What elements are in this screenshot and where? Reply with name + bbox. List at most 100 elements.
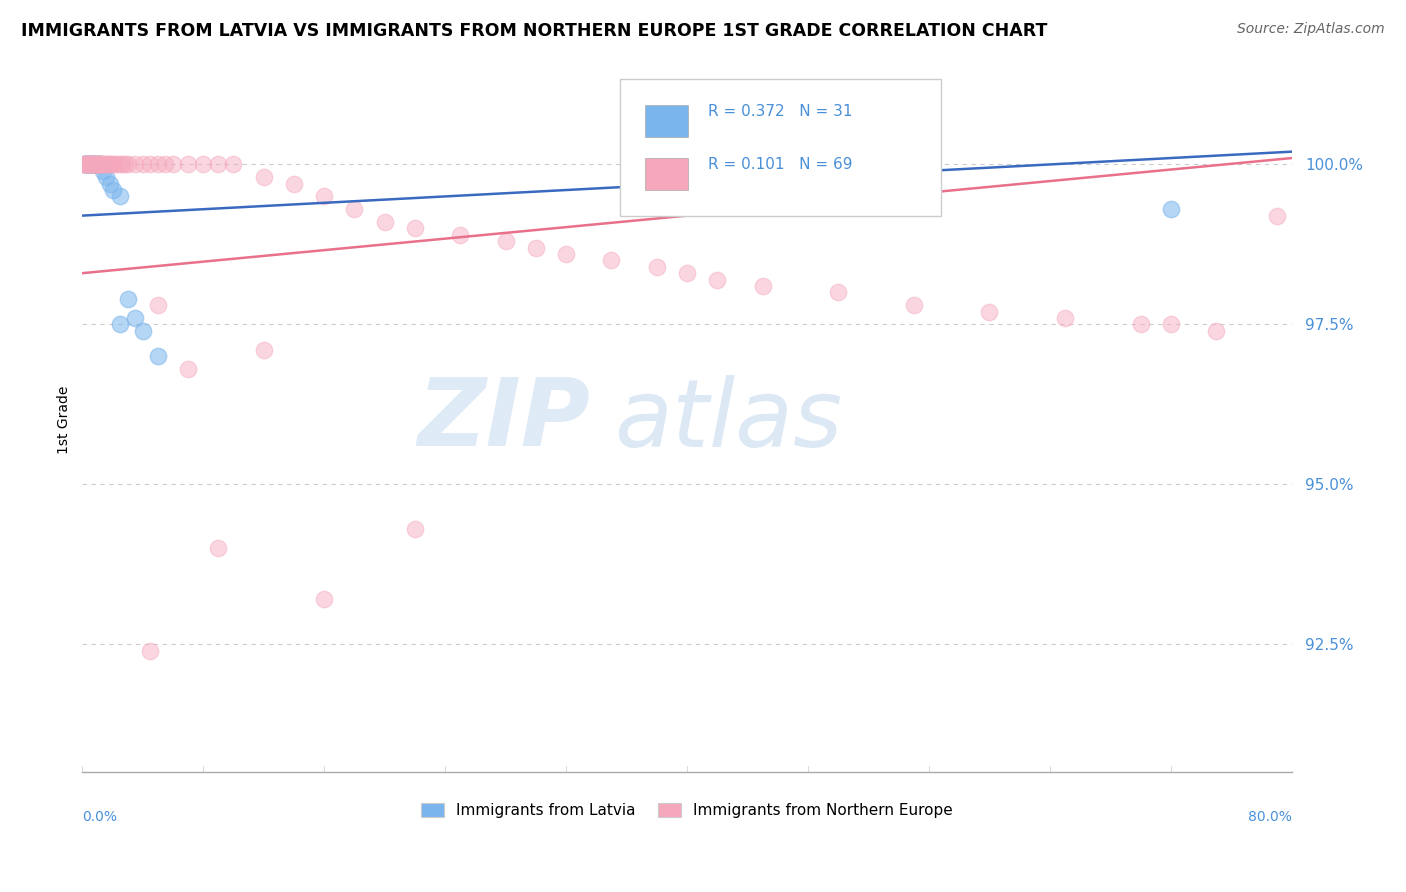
Point — [82, 157, 104, 171]
Point — [84, 157, 107, 171]
Point — [76, 157, 98, 171]
Point — [108, 189, 131, 203]
Point — [1205, 324, 1227, 338]
Point — [107, 157, 129, 171]
Point — [404, 221, 426, 235]
Point — [404, 522, 426, 536]
Point — [495, 234, 517, 248]
Point — [101, 157, 124, 171]
Text: Source: ZipAtlas.com: Source: ZipAtlas.com — [1237, 22, 1385, 37]
Point — [97, 157, 120, 171]
Point — [177, 157, 200, 171]
Point — [124, 310, 146, 325]
Text: 80.0%: 80.0% — [1247, 811, 1292, 824]
FancyBboxPatch shape — [620, 79, 941, 216]
Point — [155, 157, 177, 171]
Text: R = 0.372   N = 31: R = 0.372 N = 31 — [707, 103, 852, 119]
Point — [80, 157, 103, 171]
Point — [827, 285, 849, 300]
Point — [79, 157, 101, 171]
Point — [374, 215, 396, 229]
Point — [83, 157, 105, 171]
Point — [903, 298, 925, 312]
Point — [83, 157, 105, 171]
Point — [77, 157, 100, 171]
Point — [139, 157, 162, 171]
Point — [73, 157, 96, 171]
Point — [75, 157, 97, 171]
Point — [76, 157, 98, 171]
Point — [162, 157, 184, 171]
Point — [193, 157, 215, 171]
Point — [222, 157, 245, 171]
Point — [100, 157, 122, 171]
Point — [76, 157, 98, 171]
Point — [96, 170, 118, 185]
Point — [314, 189, 336, 203]
Point — [87, 157, 110, 171]
Point — [600, 253, 623, 268]
Point — [114, 157, 136, 171]
Point — [77, 157, 100, 171]
Point — [89, 157, 111, 171]
Point — [84, 157, 107, 171]
Point — [676, 266, 699, 280]
Point — [80, 157, 103, 171]
Point — [1160, 202, 1182, 217]
Point — [76, 157, 98, 171]
Point — [314, 592, 336, 607]
Point — [98, 177, 121, 191]
Point — [524, 241, 547, 255]
Point — [283, 177, 305, 191]
Point — [77, 157, 100, 171]
FancyBboxPatch shape — [645, 158, 688, 189]
Point — [1160, 318, 1182, 332]
Point — [146, 157, 169, 171]
Point — [253, 343, 276, 357]
Point — [146, 349, 169, 363]
Point — [177, 362, 200, 376]
FancyBboxPatch shape — [645, 105, 688, 136]
Point — [82, 157, 104, 171]
Point — [84, 157, 107, 171]
Point — [87, 157, 110, 171]
Point — [110, 157, 132, 171]
Point — [79, 157, 101, 171]
Point — [98, 157, 121, 171]
Point — [555, 247, 578, 261]
Point — [89, 157, 111, 171]
Text: ZIP: ZIP — [418, 375, 591, 467]
Point — [108, 318, 131, 332]
Point — [645, 260, 668, 274]
Point — [83, 157, 105, 171]
Point — [86, 157, 108, 171]
Point — [1129, 318, 1152, 332]
Text: 0.0%: 0.0% — [83, 811, 117, 824]
Point — [82, 157, 104, 171]
Point — [83, 157, 105, 171]
Text: IMMIGRANTS FROM LATVIA VS IMMIGRANTS FROM NORTHERN EUROPE 1ST GRADE CORRELATION : IMMIGRANTS FROM LATVIA VS IMMIGRANTS FRO… — [21, 22, 1047, 40]
Point — [751, 279, 773, 293]
Point — [75, 157, 97, 171]
Point — [87, 157, 110, 171]
Point — [93, 157, 115, 171]
Legend: Immigrants from Latvia, Immigrants from Northern Europe: Immigrants from Latvia, Immigrants from … — [415, 797, 959, 824]
Point — [86, 157, 108, 171]
Point — [124, 157, 146, 171]
Text: R = 0.101   N = 69: R = 0.101 N = 69 — [707, 157, 852, 171]
Point — [91, 157, 114, 171]
Point — [343, 202, 366, 217]
Point — [146, 298, 169, 312]
Point — [94, 157, 117, 171]
Point — [75, 157, 97, 171]
Point — [93, 164, 115, 178]
Point — [104, 157, 127, 171]
Point — [77, 157, 100, 171]
Point — [80, 157, 103, 171]
Point — [82, 157, 104, 171]
Point — [86, 157, 108, 171]
Point — [253, 170, 276, 185]
Point — [79, 157, 101, 171]
Point — [101, 183, 124, 197]
Point — [117, 292, 139, 306]
